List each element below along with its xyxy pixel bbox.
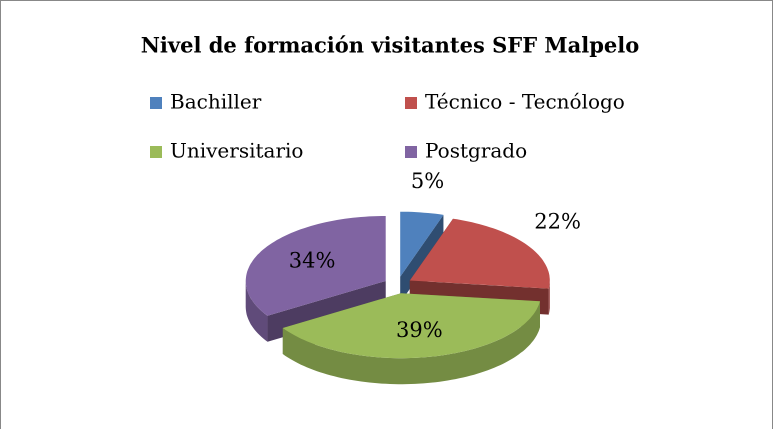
legend-swatch <box>150 97 162 109</box>
slice-wall <box>282 301 540 385</box>
data-label: 39% <box>396 318 443 342</box>
legend-swatch <box>150 146 162 158</box>
legend-label: Técnico - Tecnólogo <box>425 90 625 114</box>
legend-label: Bachiller <box>170 90 262 114</box>
slice-top <box>282 293 540 359</box>
pie-slice <box>282 293 540 385</box>
data-label: 22% <box>534 209 581 233</box>
slice-top <box>245 216 386 316</box>
legend-swatch <box>405 146 417 158</box>
legend-label: Postgrado <box>425 139 527 163</box>
chart-title: Nivel de formación visitantes SFF Malpel… <box>141 33 640 58</box>
slice-top <box>409 218 550 289</box>
legend-swatch <box>405 97 417 109</box>
legend-label: Universitario <box>170 139 303 163</box>
slice-top <box>400 211 444 277</box>
data-label: 5% <box>411 169 444 193</box>
data-label: 34% <box>289 249 336 273</box>
slice-wall <box>245 281 268 342</box>
slice-wall <box>548 280 550 315</box>
